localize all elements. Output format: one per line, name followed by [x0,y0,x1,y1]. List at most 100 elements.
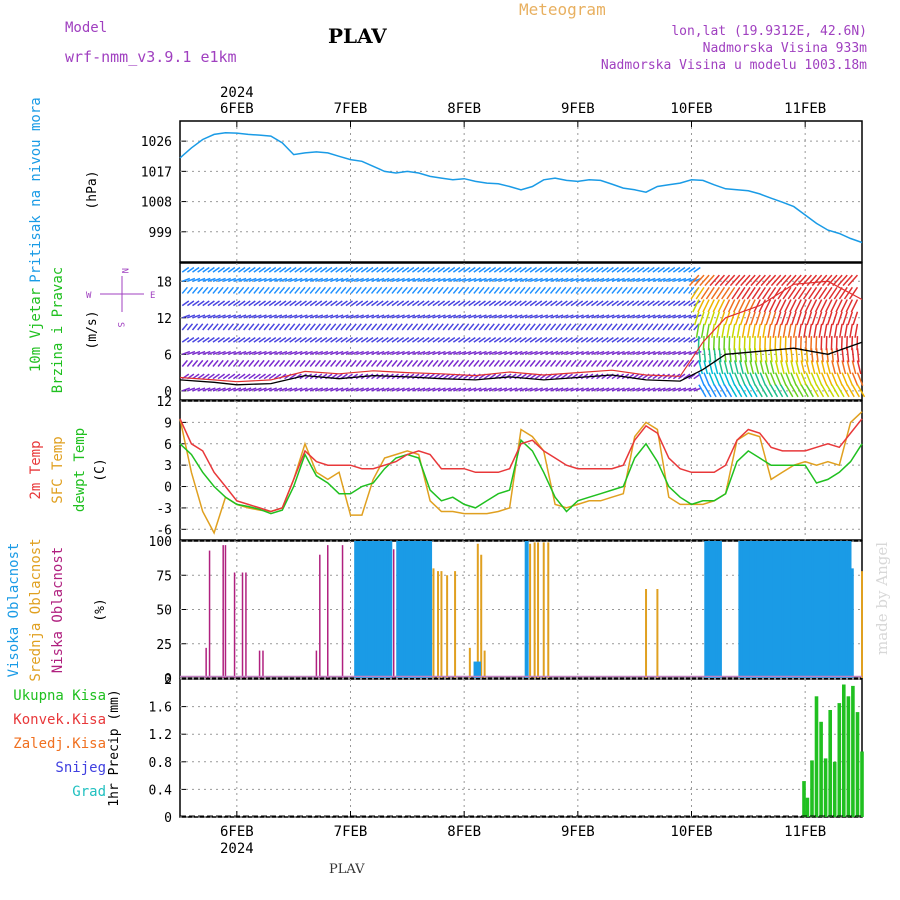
wind-arrow [371,314,380,319]
wind-arrow [289,277,298,282]
wind-arrow [371,277,380,282]
wind-arrow [274,350,283,356]
wind-arrow [662,387,671,392]
wind-arrow [299,277,308,282]
wind-arrow [626,286,633,294]
wind-arrow [284,300,292,307]
wind-arrow [810,384,820,398]
wind-arrow [601,314,610,319]
wind-arrow [586,314,595,319]
wind-arrow [233,350,242,356]
wind-arrow [677,373,686,380]
wind-arrow [775,274,787,287]
wind-arrow [191,286,199,294]
wind-arrow [187,350,196,356]
wind-arrow [391,387,400,392]
wind-arrow [391,350,400,356]
wind-arrow [422,323,429,331]
wind-arrow [831,372,838,386]
wind-arrow [534,350,543,356]
y-tick-label-temperature: 12 [156,395,172,410]
wind-arrow [760,311,767,326]
wind-arrow [396,277,405,282]
wind-arrow [596,300,604,307]
wind-arrow [401,314,410,319]
precip-bar [851,685,855,817]
wind-arrow [806,311,813,326]
wind-arrow [401,323,408,331]
wind-arrow [509,387,518,392]
wind-arrow [585,286,593,294]
wind-arrow [662,359,669,367]
wind-arrow [713,372,721,386]
wind-arrow [283,323,291,331]
wind-arrow [750,311,756,326]
y-tick-label-pressure: 999 [149,226,172,241]
wind-arrow [498,266,507,273]
wind-arrow [849,323,854,338]
wind-arrow [263,373,272,380]
wind-arrow [717,299,726,313]
panel-frame-wind [179,262,863,401]
wind-arrow [796,311,802,326]
wind-arrow [499,350,508,356]
wind-arrow [519,300,527,307]
wind-arrow [700,323,705,338]
wind-arrow [723,372,731,386]
wind-arrow [463,266,471,273]
wind-arrow [820,384,830,398]
wind-arrow [284,350,293,356]
wind-arrow [422,277,431,282]
wind-arrow [427,286,434,294]
wind-arrow [823,286,833,300]
wind-arrow [729,311,736,326]
wind-arrow [222,373,231,380]
wind-arrow [667,350,676,356]
wind-arrow [381,387,390,392]
wind-arrow [314,359,321,367]
wind-arrow [422,286,429,294]
wind-arrow [228,350,237,356]
wind-arrow [667,300,676,307]
wind-arrow [233,277,242,282]
wind-arrow [769,372,777,386]
wind-arrow [406,266,415,273]
wind-arrow [632,277,641,282]
wind-arrow [733,360,739,375]
wind-arrow [233,314,242,319]
wind-arrow [667,314,676,319]
wind-arrow [488,277,497,282]
wind-arrow [627,314,636,319]
wind-arrow [708,348,712,363]
wind-arrow [335,266,343,273]
wind-arrow [667,336,676,343]
wind-arrow [529,286,536,294]
wind-arrow [544,286,552,294]
y-tick-label-clouds: 75 [156,569,172,584]
wind-arrow [396,323,403,331]
wind-arrow [555,323,562,331]
wind-arrow [412,277,421,282]
wind-arrow [736,286,746,300]
y-tick-label-clouds: 0 [164,672,172,687]
wind-arrow [723,384,733,398]
wind-arrow [736,323,741,338]
wind-arrow [683,387,692,392]
precip-bar [802,781,806,817]
wind-arrow [197,359,204,367]
wind-arrow [555,266,563,273]
wind-arrow [678,277,687,282]
wind-arrow [555,286,562,294]
wind-arrow [790,384,799,398]
wind-arrow [688,336,696,343]
wind-arrow [616,336,625,343]
wind-arrow [810,360,816,375]
wind-arrow [263,300,272,307]
wind-arrow [442,336,451,343]
wind-arrow [493,323,500,331]
wind-arrow [263,359,270,367]
wind-arrow [401,350,410,356]
wind-arrow [468,286,475,294]
wind-arrow [243,350,252,356]
wind-arrow [715,286,726,300]
